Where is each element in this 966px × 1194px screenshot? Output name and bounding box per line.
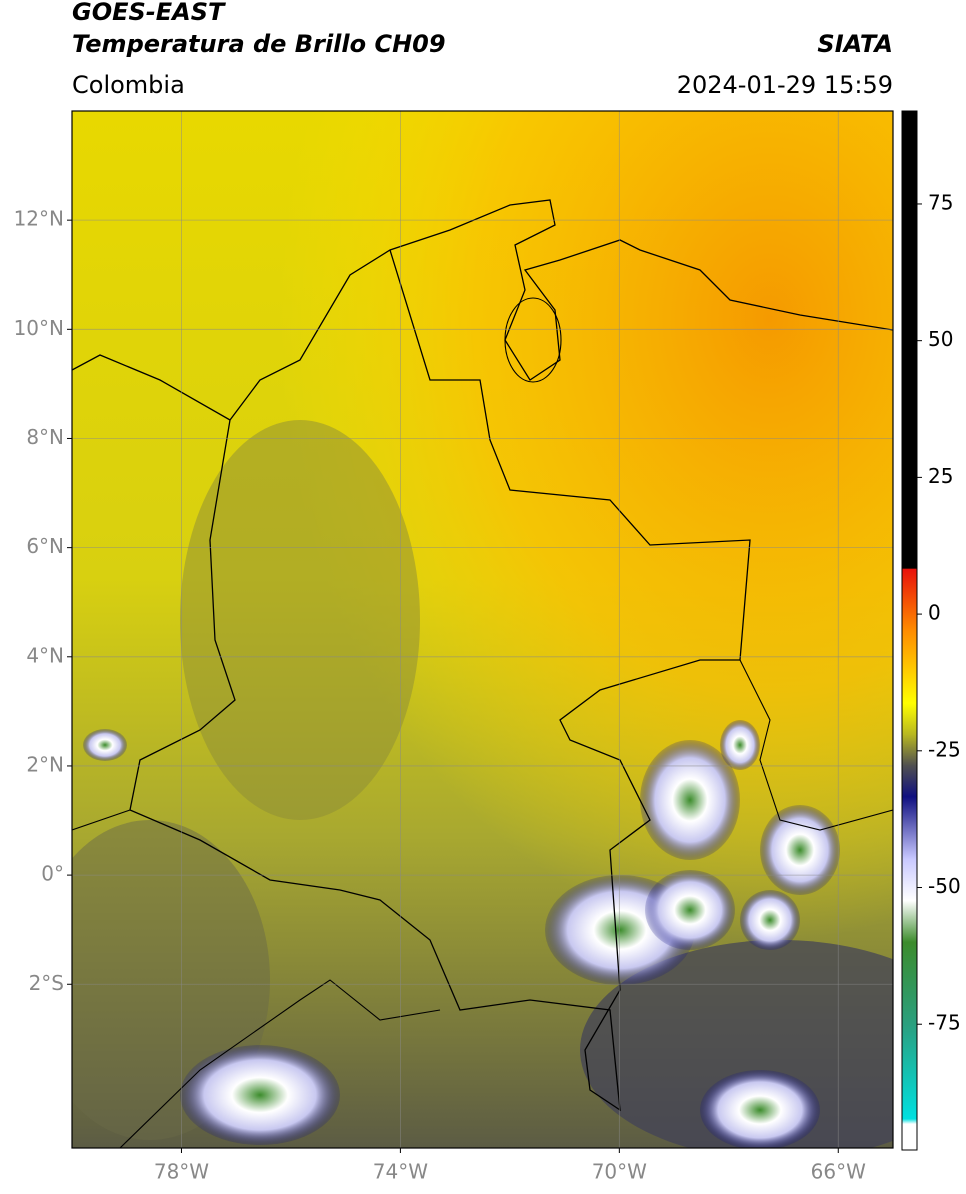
map-frame xyxy=(71,110,894,1149)
x-tick-label: 74°W xyxy=(373,1160,428,1184)
y-tick-label: 0° xyxy=(41,862,64,886)
colorbar-tick-label: -25 xyxy=(928,737,961,761)
colorbar-tick-label: 25 xyxy=(928,464,953,488)
colorbar-tick-label: 0 xyxy=(928,601,941,625)
title: GOES-EAST xyxy=(72,0,226,26)
x-tick-label: 70°W xyxy=(592,1160,647,1184)
satellite-image xyxy=(72,111,893,1148)
subtitle: Temperatura de Brillo CH09 xyxy=(72,30,446,58)
region: Colombia xyxy=(72,71,185,99)
y-tick-label: 8°N xyxy=(26,425,64,449)
grid xyxy=(72,111,893,1148)
y-tick-label: 4°N xyxy=(26,643,64,667)
y-tick-label: 12°N xyxy=(14,207,64,231)
datetime: 2024-01-29 15:59 xyxy=(677,71,893,99)
y-tick-label: 2°N xyxy=(26,752,64,776)
y-tick-label: 10°N xyxy=(14,316,64,340)
colorbar-tick-label: 50 xyxy=(928,327,953,351)
colorbar-tick-label: 75 xyxy=(928,190,953,214)
x-tick-label: 66°W xyxy=(811,1160,866,1184)
x-tick-label: 78°W xyxy=(154,1160,209,1184)
colorbar-tick-label: -50 xyxy=(928,874,961,898)
y-tick-label: 6°N xyxy=(26,534,64,558)
colorbar-tick-label: -75 xyxy=(928,1011,961,1035)
colorbar xyxy=(901,110,918,1151)
y-tick-label: 2°S xyxy=(29,971,64,995)
agency: SIATA xyxy=(817,30,893,58)
